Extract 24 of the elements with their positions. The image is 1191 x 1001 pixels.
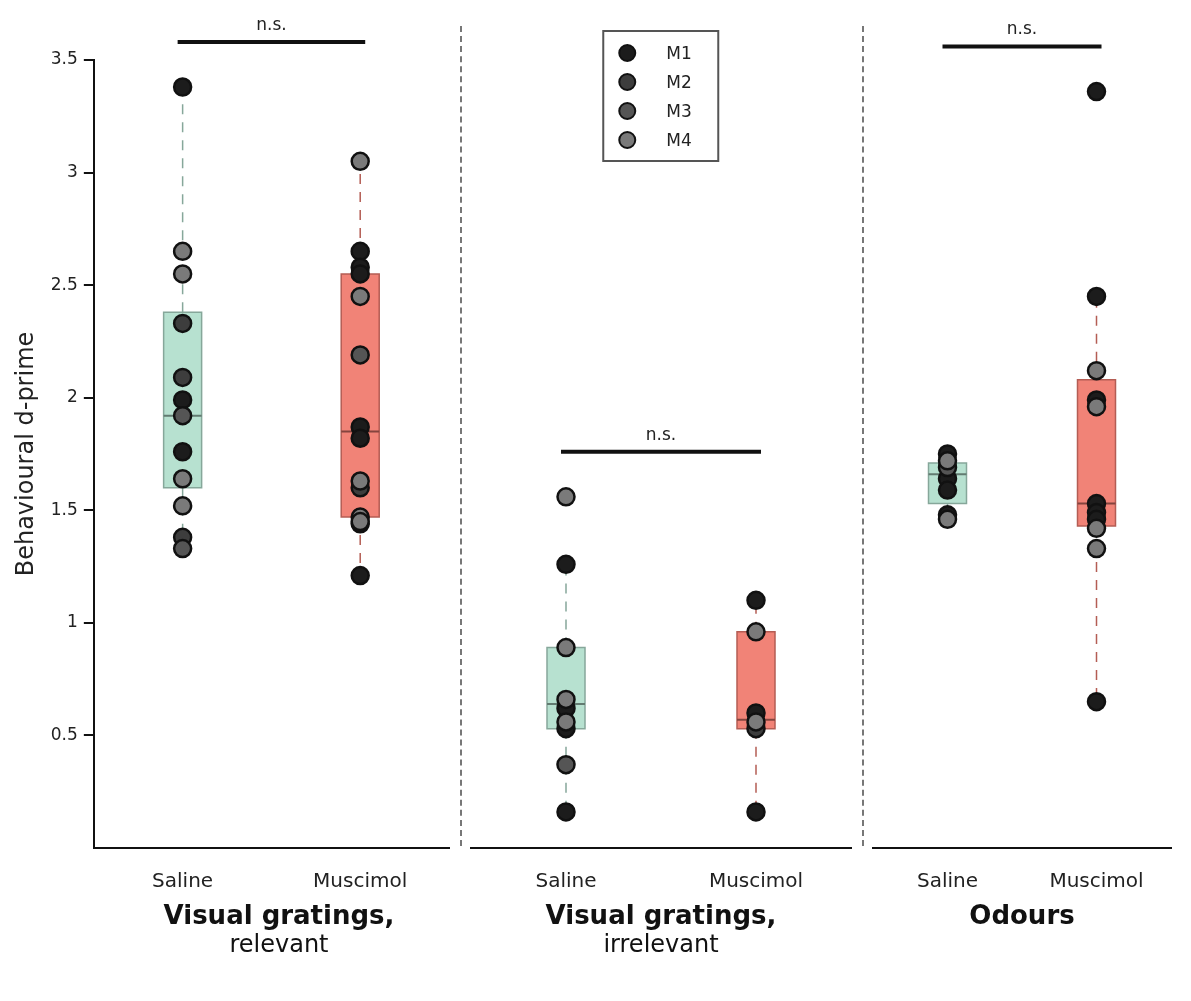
x-tick-label: Muscimol xyxy=(1049,868,1144,893)
y-tick-label: 3 xyxy=(67,160,78,181)
y-tick-label: 1 xyxy=(67,611,78,632)
x-axis-title: Visual gratings, irrelevant xyxy=(544,900,778,958)
text: n.s. xyxy=(1006,18,1038,39)
legend-label: M3 xyxy=(666,100,692,121)
y-tick-label: 1.5 xyxy=(50,498,78,519)
annotation: n.s. xyxy=(645,423,677,444)
legend-label: M4 xyxy=(666,129,692,150)
y-tick-label: 0.5 xyxy=(50,723,78,744)
y-axis-title: Behavioural d-prime xyxy=(10,331,39,577)
x-tick-label: Saline xyxy=(916,868,979,893)
y-tick-label: 2.5 xyxy=(50,273,78,294)
x-tick-label: Muscimol xyxy=(708,868,804,893)
text: n.s. xyxy=(256,13,287,34)
y-tick-label: 3.5 xyxy=(50,48,78,69)
legend-label: M1 xyxy=(666,42,692,63)
x-axis-title: Odours xyxy=(968,900,1076,930)
x-axis-title: Visual gratings, relevant xyxy=(162,900,396,958)
x-tick-label: Muscimol xyxy=(313,868,408,893)
x-tick-label: Saline xyxy=(535,868,597,893)
legend-label: M2 xyxy=(666,71,692,92)
y-tick-label: 2 xyxy=(67,386,78,407)
x-tick-label: Saline xyxy=(152,868,214,893)
